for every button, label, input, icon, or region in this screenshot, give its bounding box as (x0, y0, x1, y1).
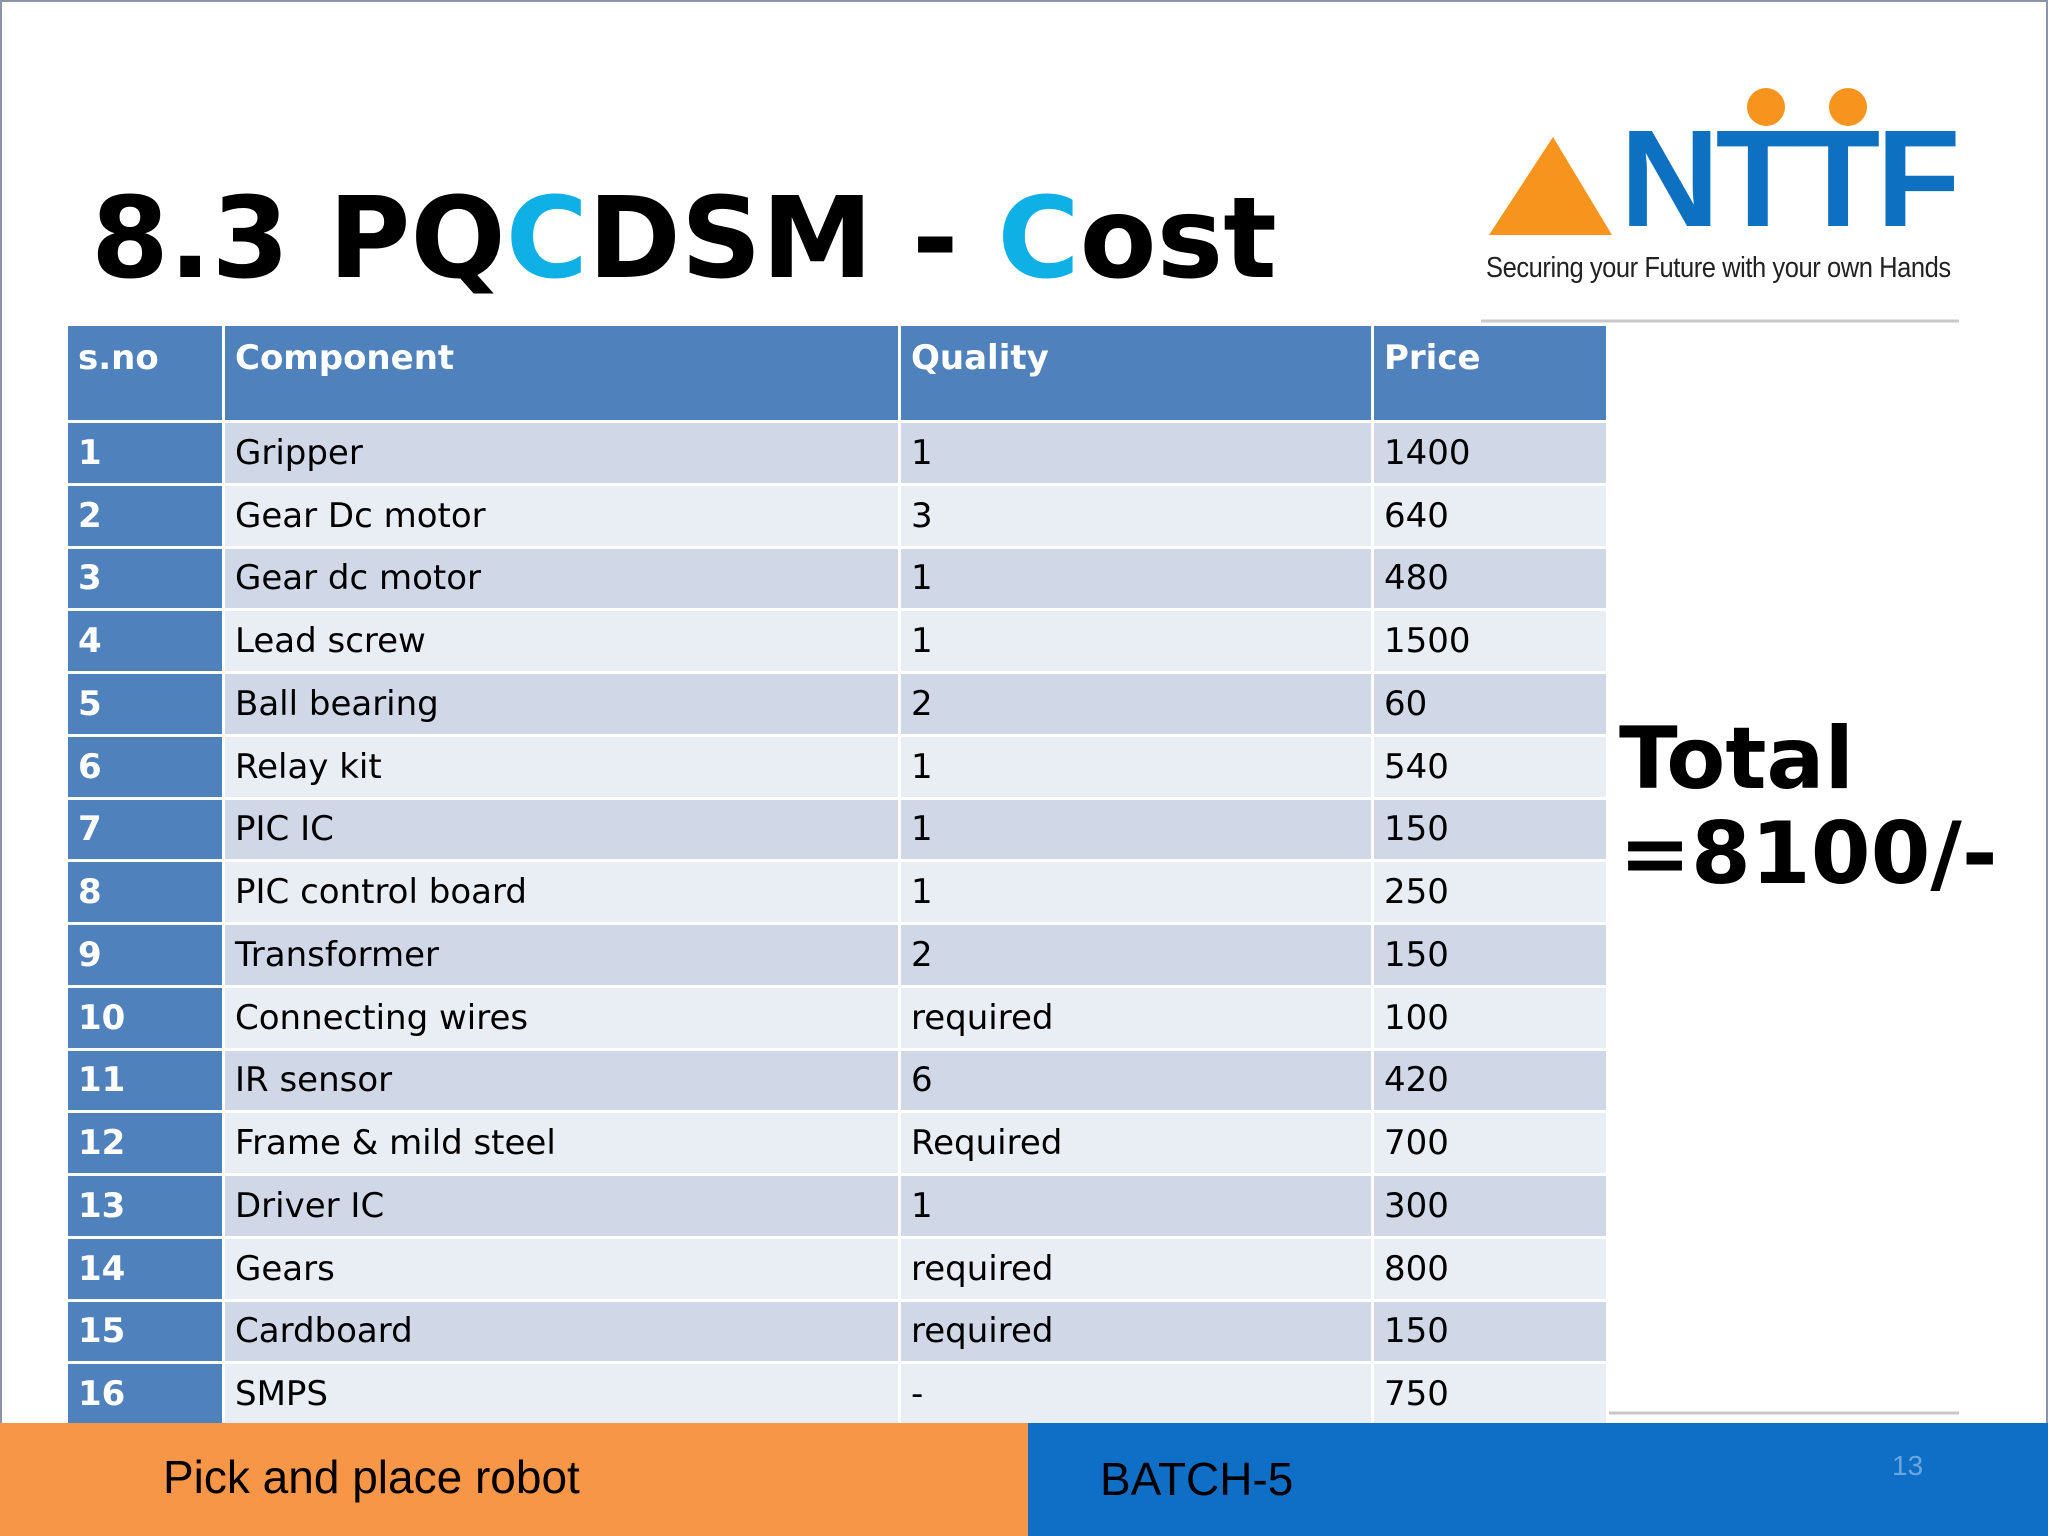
table-cell: Ball bearing (225, 674, 901, 737)
logo-dot (1829, 88, 1867, 126)
table-cell: 150 (1374, 1301, 1609, 1365)
table-cell: required (901, 987, 1374, 1051)
table-cell: Driver IC (225, 1176, 901, 1239)
row-number: 13 (68, 1176, 225, 1239)
table-cell: PIC control board (225, 862, 901, 925)
table-cell: 480 (1374, 548, 1609, 612)
row-number: 15 (68, 1301, 225, 1365)
table-cell: required (901, 1301, 1374, 1365)
table-cell: 750 (1374, 1364, 1609, 1427)
total-value: =8100/- (1619, 803, 1998, 904)
table-cell: 1 (901, 1176, 1374, 1239)
project-name: Pick and place robot (163, 1451, 580, 1503)
total: Total =8100/- (1619, 712, 1998, 901)
table-cell: 2 (901, 674, 1374, 737)
title-segment: ost (1079, 174, 1277, 304)
table-cell: 150 (1374, 925, 1609, 988)
footer-left (0, 1423, 1028, 1536)
table-cell: Gripper (225, 423, 901, 486)
batch: BATCH-5 (1100, 1453, 1294, 1505)
row-number: 16 (68, 1364, 225, 1427)
row-number: 11 (68, 1050, 225, 1114)
footer-right (1028, 1423, 2048, 1536)
total-label: Total (1619, 709, 1854, 809)
logo-graphic (1481, 88, 1959, 323)
row-number: 10 (68, 987, 225, 1051)
table-cell: PIC IC (225, 799, 901, 863)
table-cell: Connecting wires (225, 987, 901, 1051)
table-cell: 1 (901, 423, 1374, 486)
row-number: 4 (68, 611, 225, 674)
row-number: 8 (68, 862, 225, 925)
table-cell: 640 (1374, 485, 1609, 549)
logo-name: NTTF (1620, 102, 1961, 256)
row-number: 2 (68, 485, 225, 549)
title-segment: DSM - (587, 174, 998, 304)
slide-title: 8.3 PQCDSM - Cost (91, 177, 1277, 301)
title-segment: C (997, 174, 1080, 304)
column-header: Component (225, 326, 901, 423)
table-cell: 250 (1374, 862, 1609, 925)
table-cell: Gears (225, 1238, 901, 1302)
table-cell: 1 (901, 548, 1374, 612)
table-cell: Lead screw (225, 611, 901, 674)
table-cell: 800 (1374, 1238, 1609, 1302)
table-cell: Gear dc motor (225, 548, 901, 612)
table-cell: 100 (1374, 987, 1609, 1051)
column-header: Price (1374, 326, 1609, 423)
table-cell: 1 (901, 862, 1374, 925)
table-cell: 1 (901, 799, 1374, 863)
table-cell: Cardboard (225, 1301, 901, 1365)
table-cell: 700 (1374, 1113, 1609, 1176)
table-cell: 1 (901, 736, 1374, 800)
table-cell: 3 (901, 485, 1374, 549)
table-cell: 150 (1374, 799, 1609, 863)
table-cell: 300 (1374, 1176, 1609, 1239)
row-number: 5 (68, 674, 225, 737)
divider (1609, 1411, 1959, 1415)
table-cell: 540 (1374, 736, 1609, 800)
table-cell: 1400 (1374, 423, 1609, 486)
table-cell: Frame & mild steel (225, 1113, 901, 1176)
table-cell: Transformer (225, 925, 901, 988)
table-cell: 1500 (1374, 611, 1609, 674)
title-segment: C (505, 174, 588, 304)
row-number: 12 (68, 1113, 225, 1176)
table-cell: 420 (1374, 1050, 1609, 1114)
table-cell: Relay kit (225, 736, 901, 800)
table-cell: 60 (1374, 674, 1609, 737)
table-cell: - (901, 1364, 1374, 1427)
row-number: 9 (68, 925, 225, 988)
logo-tagline: Securing your Future with your own Hands (1486, 252, 1951, 284)
table-cell: IR sensor (225, 1050, 901, 1114)
logo-triangle (1489, 137, 1612, 235)
table-cell: Required (901, 1113, 1374, 1176)
table-cell: SMPS (225, 1364, 901, 1427)
table-cell: 2 (901, 925, 1374, 988)
row-number: 14 (68, 1238, 225, 1302)
row-number: 6 (68, 736, 225, 800)
table-cell: 1 (901, 611, 1374, 674)
page-number: 13 (1892, 1450, 1924, 1481)
column-header: Quality (901, 326, 1374, 423)
column-header: s.no (68, 326, 225, 423)
logo-dot (1747, 88, 1785, 126)
title-segment: 8.3 PQ (91, 174, 506, 304)
table-cell: 6 (901, 1050, 1374, 1114)
row-number: 7 (68, 799, 225, 863)
row-number: 3 (68, 548, 225, 612)
table-cell: required (901, 1238, 1374, 1302)
table-cell: Gear Dc motor (225, 485, 901, 549)
row-number: 1 (68, 423, 225, 486)
